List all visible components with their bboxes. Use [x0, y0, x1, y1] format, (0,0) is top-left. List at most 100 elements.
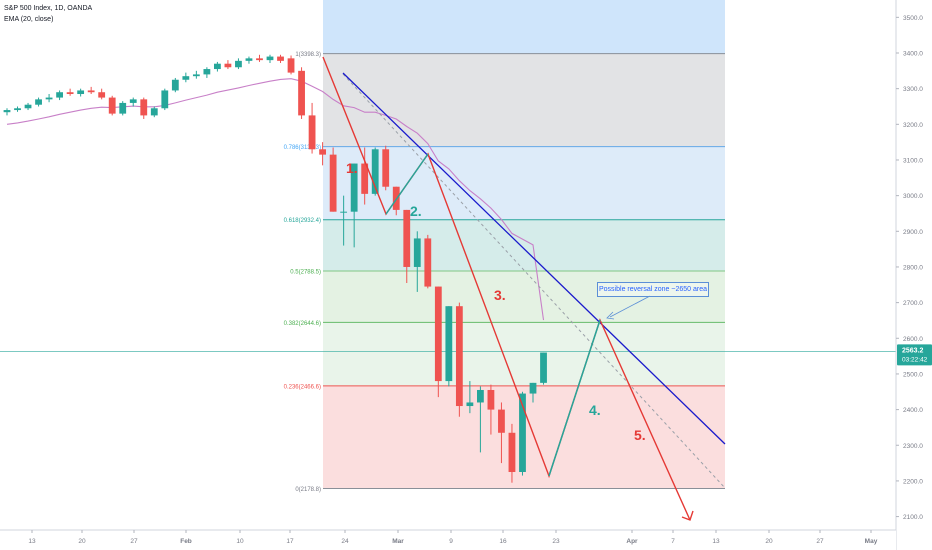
candle-body — [245, 58, 253, 61]
candle-0[interactable] — [3, 108, 11, 116]
candle-3[interactable] — [35, 97, 42, 107]
price-tick-13: 2200.0 — [903, 478, 923, 485]
candle-17[interactable] — [182, 72, 190, 83]
candle-body — [277, 56, 284, 61]
bar-countdown: 03:22:42 — [902, 356, 928, 363]
downtrend-line[interactable] — [342, 72, 726, 445]
candle-42[interactable] — [445, 306, 453, 387]
candle-30[interactable] — [319, 142, 326, 166]
wave-2-leg — [385, 153, 429, 215]
candle-18[interactable] — [192, 70, 200, 79]
candle-33[interactable] — [350, 163, 358, 248]
candle-14[interactable] — [150, 106, 158, 118]
candle-13[interactable] — [140, 97, 148, 119]
candle-body — [3, 110, 11, 113]
time-label-3: Feb — [180, 538, 192, 545]
candle-34[interactable] — [361, 147, 369, 205]
wave-label-4: 4. — [589, 402, 601, 418]
candle-16[interactable] — [171, 77, 179, 93]
wave-label-2: 2. — [410, 203, 422, 219]
fib-label-6: 0(2178.8) — [295, 487, 321, 493]
time-axis-bg — [0, 530, 896, 550]
candle-23[interactable] — [245, 56, 253, 64]
candle-22[interactable] — [235, 58, 242, 70]
candle-body — [329, 154, 337, 212]
symbol-title[interactable]: S&P 500 Index, 1D, OANDA — [4, 5, 93, 12]
candle-45[interactable] — [477, 386, 484, 453]
candle-19[interactable] — [203, 67, 211, 78]
candle-body — [129, 99, 137, 103]
candle-1[interactable] — [14, 106, 21, 112]
candle-26[interactable] — [277, 54, 284, 63]
elliott-impulse-path[interactable] — [322, 56, 691, 521]
ema-line[interactable] — [6, 78, 545, 321]
candle-20[interactable] — [214, 61, 221, 72]
candle-32[interactable] — [340, 195, 348, 246]
time-label-5: 17 — [286, 538, 294, 545]
candle-6[interactable] — [66, 88, 74, 96]
candle-body — [266, 56, 274, 61]
candle-8[interactable] — [87, 86, 95, 95]
wave-label-1: 1. — [346, 160, 358, 176]
candle-body — [171, 79, 179, 91]
fib-label-0: 1(3398.3) — [295, 52, 321, 58]
candle-41[interactable] — [434, 286, 442, 398]
candle-31[interactable] — [329, 147, 337, 212]
time-label-9: 16 — [499, 538, 507, 545]
price-tick-14: 2100.0 — [903, 514, 923, 521]
candle-body — [477, 389, 484, 403]
candle-9[interactable] — [98, 88, 106, 100]
candle-body — [77, 90, 85, 95]
candle-25[interactable] — [266, 54, 274, 63]
candle-body — [540, 352, 547, 383]
candle-38[interactable] — [403, 209, 411, 284]
candle-10[interactable] — [108, 95, 116, 116]
candle-40[interactable] — [424, 234, 432, 289]
candle-44[interactable] — [466, 381, 474, 414]
chart-legend: S&P 500 Index, 1D, OANDA EMA (20, close) — [4, 3, 92, 25]
candle-5[interactable] — [56, 90, 63, 101]
time-label-12: 7 — [671, 538, 675, 545]
price-tick-8: 2700.0 — [903, 300, 923, 307]
candle-body — [487, 389, 495, 410]
candle-body — [66, 92, 74, 95]
price-tick-7: 2800.0 — [903, 264, 923, 271]
candle-28[interactable] — [298, 67, 305, 119]
candle-48[interactable] — [508, 423, 516, 483]
candle-50[interactable] — [529, 382, 537, 403]
price-tick-10: 2500.0 — [903, 371, 923, 378]
candle-body — [24, 104, 32, 109]
candle-29[interactable] — [308, 102, 316, 154]
candle-body — [403, 209, 411, 267]
candle-47[interactable] — [498, 402, 505, 464]
candle-body — [434, 286, 442, 382]
candle-36[interactable] — [382, 145, 390, 191]
candle-27[interactable] — [287, 55, 295, 75]
time-label-10: 23 — [552, 538, 560, 545]
reversal-zone-callout[interactable]: Possible reversal zone ~2650 area — [597, 282, 709, 297]
indicator-label[interactable]: EMA (20, close) — [4, 16, 54, 23]
candle-15[interactable] — [161, 88, 169, 111]
candle-7[interactable] — [77, 88, 85, 97]
candle-body — [508, 432, 516, 473]
candle-51[interactable] — [540, 352, 547, 385]
candle-43[interactable] — [455, 302, 463, 417]
candle-4[interactable] — [45, 94, 53, 103]
callout-pointer — [609, 295, 651, 318]
candle-39[interactable] — [413, 231, 421, 292]
candle-12[interactable] — [129, 97, 137, 107]
time-label-8: 9 — [449, 538, 453, 545]
candle-body — [140, 99, 148, 116]
candle-24[interactable] — [256, 54, 263, 62]
callout-arrowhead — [606, 311, 615, 320]
candle-21[interactable] — [224, 60, 232, 70]
candle-body — [287, 58, 295, 73]
price-tick-5: 3000.0 — [903, 193, 923, 200]
candle-46[interactable] — [487, 384, 495, 435]
candle-2[interactable] — [24, 102, 32, 111]
time-label-15: 27 — [816, 538, 824, 545]
candle-11[interactable] — [119, 101, 127, 116]
candle-body — [150, 108, 158, 116]
